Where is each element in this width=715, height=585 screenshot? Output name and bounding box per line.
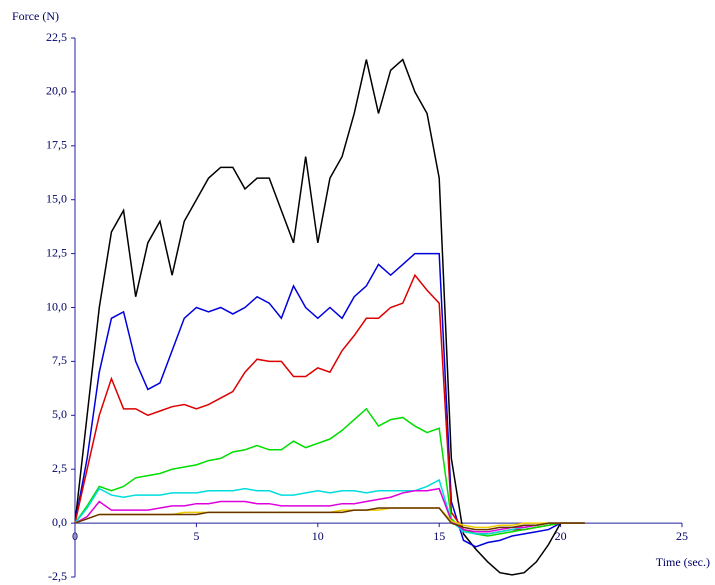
y-tick-label: 20,0 <box>46 84 67 98</box>
y-tick-label: 10,0 <box>46 299 67 313</box>
x-tick-label: 0 <box>72 529 78 543</box>
y-tick-label: 5,0 <box>52 407 67 421</box>
data-line <box>74 507 585 531</box>
y-tick-label: 15,0 <box>46 191 67 205</box>
x-axis-label: Time (sec.) <box>656 555 710 569</box>
x-tick-label: 25 <box>676 529 688 543</box>
data-line <box>74 407 585 537</box>
y-tick-label: 22,5 <box>46 30 67 44</box>
x-tick-label: 10 <box>312 529 324 543</box>
y-tick-label: 17,5 <box>46 138 67 152</box>
x-tick-label: 15 <box>433 529 445 543</box>
y-tick-label: 2,5 <box>52 461 67 475</box>
y-tick-label: -2,5 <box>48 569 67 583</box>
y-axis-label: Force (N) <box>12 9 59 23</box>
data-line <box>74 252 585 548</box>
data-line <box>74 487 585 533</box>
x-tick-label: 20 <box>555 529 567 543</box>
y-tick-label: 12,5 <box>46 245 67 259</box>
data-line <box>74 507 585 529</box>
y-tick-label: 7,5 <box>52 353 67 367</box>
x-tick-label: 5 <box>193 529 199 543</box>
data-line <box>74 478 585 535</box>
y-tick-label: 0,0 <box>52 515 67 529</box>
data-line <box>74 58 585 576</box>
